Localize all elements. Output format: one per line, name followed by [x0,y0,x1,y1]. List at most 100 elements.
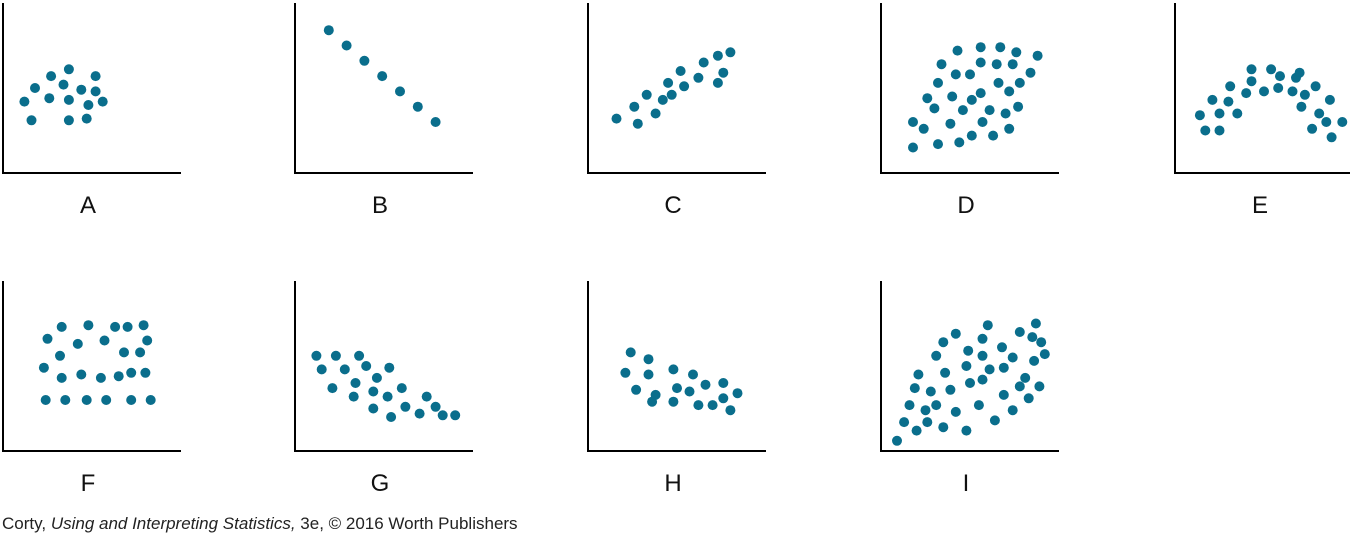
data-point-d-10 [954,137,965,148]
data-point-g-16 [414,408,425,419]
data-point-f-11 [126,367,137,378]
data-point-i-24 [977,350,988,361]
credit-book-title: Using and Interpreting Statistics, [50,514,296,533]
data-point-d-27 [1004,123,1015,134]
data-point-i-32 [1007,405,1018,416]
data-point-f-8 [76,369,87,380]
data-point-d-16 [966,94,977,105]
data-point-h-3 [620,367,631,378]
data-point-i-39 [1030,318,1041,329]
panel-label-f: F [81,470,96,497]
data-point-e-10 [1246,76,1257,87]
data-point-h-17 [647,396,658,407]
data-point-i-27 [982,320,993,331]
data-point-c-15 [712,50,723,61]
data-point-g-2 [330,350,341,361]
data-point-g-17 [421,391,432,402]
data-point-f-1 [40,395,51,405]
data-point-e-9 [1241,88,1252,99]
scatterplot-d: D [880,3,1059,219]
data-point-f-2 [60,395,71,405]
data-point-d-18 [977,117,988,127]
data-point-a-5 [58,79,69,90]
data-point-d-4 [918,123,929,134]
data-point-i-31 [998,362,1009,373]
data-point-c-7 [666,89,677,100]
data-point-e-27 [1337,117,1348,127]
data-point-i-3 [904,400,915,411]
data-point-g-21 [368,403,379,414]
data-point-d-34 [1032,50,1043,61]
data-point-e-19 [1299,89,1310,100]
data-point-i-43 [1036,337,1047,348]
data-point-f-14 [55,350,65,361]
data-point-f-13 [38,362,49,373]
data-point-h-9 [668,396,679,407]
data-point-c-6 [650,108,661,119]
data-point-d-7 [933,77,943,88]
data-point-d-24 [993,77,1004,88]
data-point-h-2 [643,354,654,365]
data-point-h-19 [700,379,711,390]
data-point-i-9 [925,386,936,397]
scatterplot-h: H [587,281,766,497]
data-point-f-25 [138,320,149,331]
data-point-d-6 [929,103,940,114]
data-point-i-20 [965,378,975,388]
data-point-e-1 [1194,110,1205,121]
data-point-i-17 [950,406,961,417]
data-point-a-15 [81,113,92,124]
data-point-i-22 [973,400,984,411]
data-point-g-13 [382,391,393,402]
data-point-c-2 [629,101,640,112]
data-point-i-19 [961,361,972,371]
data-point-d-28 [1000,108,1011,119]
data-point-i-15 [945,384,956,395]
data-point-c-16 [725,47,736,58]
data-point-i-23 [977,374,988,385]
data-point-i-26 [989,415,1000,426]
data-point-e-7 [1223,96,1234,107]
data-point-g-15 [400,401,411,412]
data-point-b-1 [323,25,334,36]
panel-label-d: D [957,192,974,219]
data-point-d-25 [991,59,1002,70]
credit-publisher: 3e, © 2016 Worth Publishers [300,514,518,533]
data-point-d-21 [975,42,986,53]
data-point-g-3 [354,350,365,361]
data-point-i-1 [892,435,902,446]
data-point-e-25 [1324,94,1335,105]
data-point-i-13 [940,367,951,378]
panel-label-a: A [80,192,96,219]
data-point-c-8 [679,81,690,92]
data-point-e-12 [1259,86,1269,97]
data-point-a-11 [83,100,94,110]
data-point-i-6 [913,369,924,380]
scatterplot-a: A [2,3,181,219]
data-point-g-10 [327,383,338,394]
data-point-a-13 [26,115,37,126]
data-point-i-11 [931,400,942,411]
data-point-f-18 [135,347,146,358]
data-point-i-40 [1039,349,1050,360]
data-point-d-12 [957,105,968,116]
data-point-e-5 [1214,125,1225,136]
data-point-i-8 [920,405,931,416]
data-point-h-6 [688,369,698,380]
data-point-f-4 [101,395,112,405]
panel-label-g: G [371,470,390,497]
data-point-i-33 [1007,352,1018,363]
data-point-g-5 [316,364,327,375]
data-point-h-7 [631,384,642,395]
data-point-h-12 [707,400,718,411]
data-point-e-13 [1266,64,1277,75]
data-point-g-9 [384,362,395,373]
data-point-i-4 [909,383,920,394]
data-point-a-9 [44,93,55,104]
data-point-a-4 [30,83,40,93]
data-point-i-5 [911,425,922,436]
data-point-a-10 [63,94,74,105]
data-point-e-22 [1307,123,1318,134]
data-point-f-21 [56,321,67,332]
